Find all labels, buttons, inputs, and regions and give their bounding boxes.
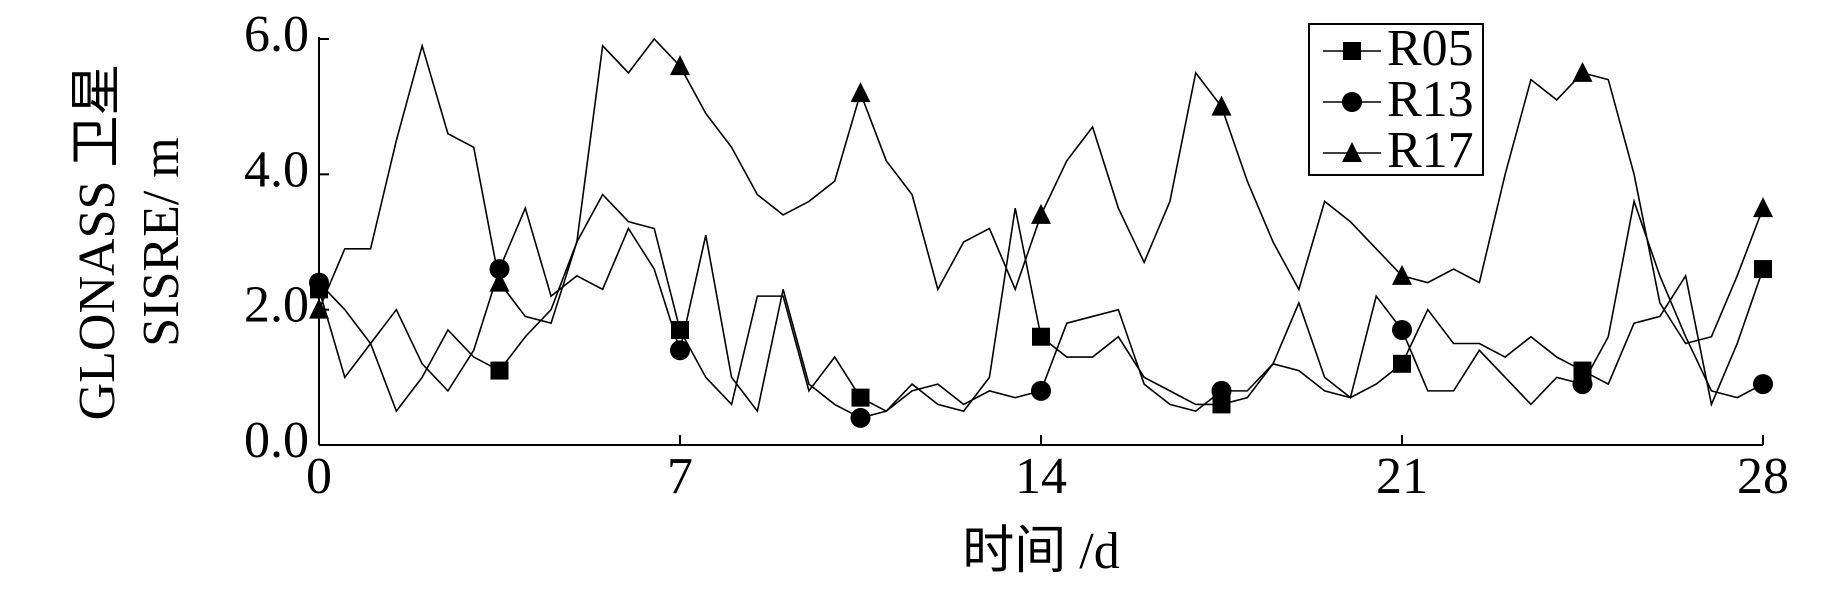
- x-tick-label: 21: [1376, 448, 1428, 505]
- marker: [1572, 61, 1593, 82]
- marker: [850, 407, 871, 428]
- legend-label: R05: [1387, 20, 1474, 77]
- marker: [1393, 354, 1411, 373]
- series-line: [318, 37, 1764, 345]
- marker: [851, 388, 870, 407]
- y-tick-label: 0.0: [244, 412, 309, 469]
- marker: [309, 272, 329, 293]
- marker: [1212, 395, 1231, 414]
- marker: [1342, 142, 1362, 162]
- marker: [1211, 95, 1232, 116]
- x-tick-label: 7: [667, 448, 693, 505]
- marker: [1031, 203, 1051, 224]
- marker: [1753, 374, 1773, 395]
- marker: [1031, 380, 1051, 401]
- x-tick-label: 14: [1015, 448, 1067, 505]
- marker: [670, 55, 690, 76]
- marker: [1343, 42, 1361, 60]
- series-line: [318, 193, 1764, 413]
- marker: [1572, 374, 1593, 395]
- legend-box: [1308, 23, 1484, 176]
- x-tick-label: 28: [1737, 448, 1789, 505]
- marker: [1753, 197, 1773, 218]
- marker: [490, 361, 509, 380]
- marker: [670, 340, 690, 361]
- x-tick-label: 0: [306, 448, 332, 505]
- y-tick-label: 4.0: [244, 141, 309, 198]
- marker: [489, 271, 510, 292]
- marker: [1392, 319, 1412, 340]
- y-axis-label: GLONASS 卫星: [69, 64, 126, 421]
- marker: [1032, 327, 1050, 346]
- y-tick-label: 6.0: [244, 6, 309, 63]
- x-axis-label: 时间 /d: [962, 523, 1119, 580]
- marker: [1211, 380, 1232, 401]
- legend-label: R17: [1387, 122, 1474, 179]
- marker: [489, 259, 510, 280]
- legend-label: R13: [1387, 71, 1474, 128]
- marker: [309, 298, 329, 319]
- marker: [1342, 92, 1362, 112]
- y-axis-label: SISRE/ m: [133, 137, 190, 347]
- marker: [1392, 264, 1412, 285]
- marker: [1754, 260, 1772, 279]
- y-tick-label: 2.0: [244, 277, 309, 334]
- marker: [850, 82, 871, 103]
